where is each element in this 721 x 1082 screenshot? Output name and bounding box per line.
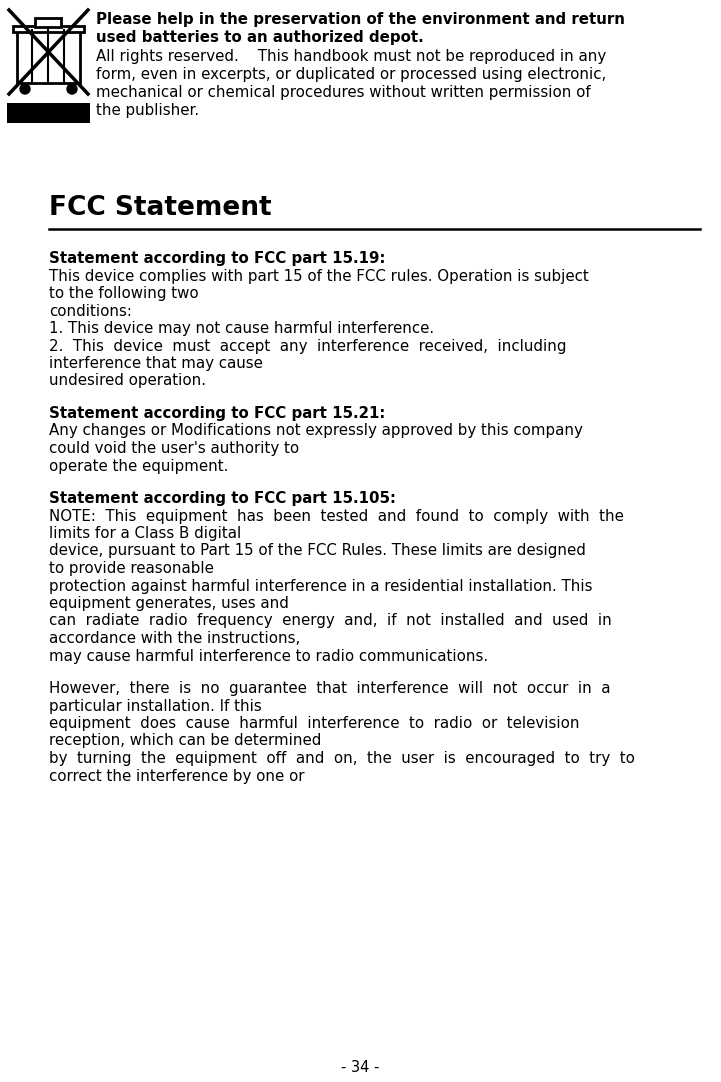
Text: - 34 -: - 34 - <box>341 1060 379 1076</box>
Text: to provide reasonable: to provide reasonable <box>49 560 214 576</box>
Text: accordance with the instructions,: accordance with the instructions, <box>49 631 300 646</box>
Text: mechanical or chemical procedures without written permission of: mechanical or chemical procedures withou… <box>96 85 590 100</box>
Text: Statement according to FCC part 15.21:: Statement according to FCC part 15.21: <box>49 406 385 421</box>
Text: Please help in the preservation of the environment and return: Please help in the preservation of the e… <box>96 12 625 27</box>
Text: FCC Statement: FCC Statement <box>49 195 272 221</box>
Text: can  radiate  radio  frequency  energy  and,  if  not  installed  and  used  in: can radiate radio frequency energy and, … <box>49 613 611 629</box>
Bar <box>35 18 61 27</box>
Text: Statement according to FCC part 15.19:: Statement according to FCC part 15.19: <box>49 251 386 266</box>
Text: conditions:: conditions: <box>49 303 132 318</box>
Text: limits for a Class B digital: limits for a Class B digital <box>49 526 242 541</box>
Text: particular installation. If this: particular installation. If this <box>49 699 262 713</box>
Text: device, pursuant to Part 15 of the FCC Rules. These limits are designed: device, pursuant to Part 15 of the FCC R… <box>49 543 586 558</box>
Text: equipment  does  cause  harmful  interference  to  radio  or  television: equipment does cause harmful interferenc… <box>49 716 580 731</box>
Text: operate the equipment.: operate the equipment. <box>49 459 229 474</box>
Text: interference that may cause: interference that may cause <box>49 356 263 371</box>
Text: Statement according to FCC part 15.105:: Statement according to FCC part 15.105: <box>49 491 396 506</box>
Text: NOTE:  This  equipment  has  been  tested  and  found  to  comply  with  the: NOTE: This equipment has been tested and… <box>49 509 624 524</box>
Text: may cause harmful interference to radio communications.: may cause harmful interference to radio … <box>49 648 488 663</box>
Text: 2.  This  device  must  accept  any  interference  received,  including: 2. This device must accept any interfere… <box>49 339 567 354</box>
Text: protection against harmful interference in a residential installation. This: protection against harmful interference … <box>49 579 593 594</box>
Text: reception, which can be determined: reception, which can be determined <box>49 734 322 749</box>
Text: However,  there  is  no  guarantee  that  interference  will  not  occur  in  a: However, there is no guarantee that inte… <box>49 681 611 696</box>
Text: form, even in excerpts, or duplicated or processed using electronic,: form, even in excerpts, or duplicated or… <box>96 67 606 82</box>
Bar <box>7 103 90 123</box>
Text: This device complies with part 15 of the FCC rules. Operation is subject: This device complies with part 15 of the… <box>49 268 589 283</box>
Circle shape <box>20 84 30 94</box>
Text: Any changes or Modifications not expressly approved by this company: Any changes or Modifications not express… <box>49 423 583 438</box>
Bar <box>13 26 84 32</box>
Text: undesired operation.: undesired operation. <box>49 373 206 388</box>
Circle shape <box>67 84 77 94</box>
Text: 1. This device may not cause harmful interference.: 1. This device may not cause harmful int… <box>49 321 434 337</box>
Text: the publisher.: the publisher. <box>96 103 199 118</box>
Text: by  turning  the  equipment  off  and  on,  the  user  is  encouraged  to  try  : by turning the equipment off and on, the… <box>49 751 635 766</box>
Text: equipment generates, uses and: equipment generates, uses and <box>49 596 289 611</box>
Text: used batteries to an authorized depot.: used batteries to an authorized depot. <box>96 30 424 45</box>
Bar <box>17 30 80 83</box>
Text: All rights reserved.    This handbook must not be reproduced in any: All rights reserved. This handbook must … <box>96 49 606 64</box>
Text: to the following two: to the following two <box>49 286 198 301</box>
Text: could void the user's authority to: could void the user's authority to <box>49 441 299 456</box>
Text: correct the interference by one or: correct the interference by one or <box>49 768 304 783</box>
